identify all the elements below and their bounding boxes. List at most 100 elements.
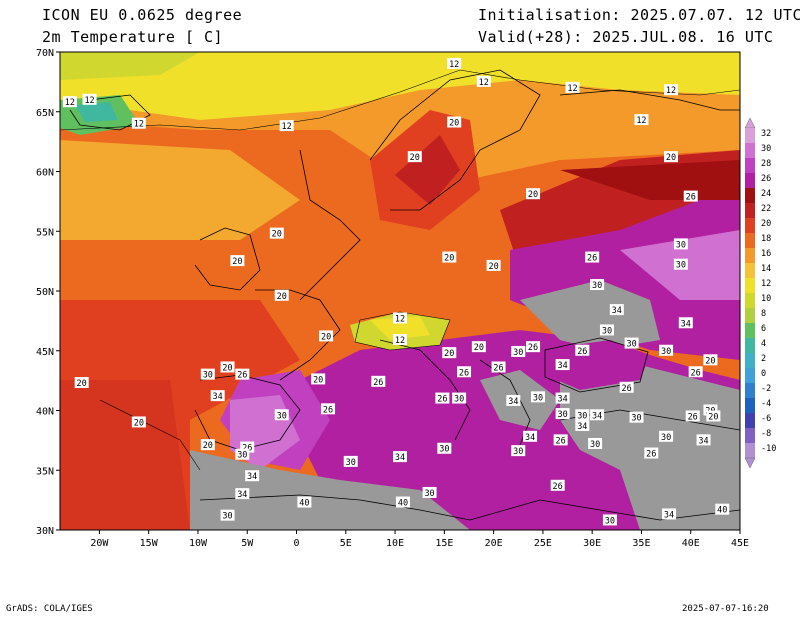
contour-label-bg <box>585 251 600 263</box>
contour-label-bg <box>395 496 410 508</box>
legend-swatch <box>745 428 755 443</box>
contour-label: 30 <box>346 458 356 468</box>
contour-label-bg <box>371 375 386 387</box>
contour-label: 34 <box>681 319 691 329</box>
contour-label-bg <box>274 409 289 421</box>
contour-label: 34 <box>557 361 567 371</box>
contour-label-bg <box>62 96 77 108</box>
contour-label: 34 <box>525 433 535 443</box>
lon-tick-label: 5W <box>241 538 254 549</box>
contour-label-bg <box>683 190 698 202</box>
contour-label: 20 <box>321 332 331 342</box>
legend-label: -10 <box>761 444 776 454</box>
lon-tick-label: 15E <box>435 538 453 549</box>
contour-label: 30 <box>513 348 523 358</box>
contour-label-bg <box>530 391 545 403</box>
lat-tick-label: 65N <box>36 108 54 119</box>
contour-label-bg <box>131 416 146 428</box>
contour-label: 12 <box>65 98 75 108</box>
contour-label-bg <box>279 120 294 132</box>
contour-label: 12 <box>395 314 405 324</box>
lon-tick-label: 45E <box>731 538 749 549</box>
contour-label-bg <box>393 312 407 324</box>
lon-tick-label: 0 <box>294 538 300 549</box>
contour-label: 30 <box>237 451 247 461</box>
contour-label-bg <box>599 324 614 336</box>
contour-label-bg <box>590 279 605 291</box>
legend-swatch <box>745 293 755 308</box>
contour-label: 34 <box>213 392 223 402</box>
contour-label: 40 <box>398 499 408 509</box>
legend-swatch <box>745 173 755 188</box>
legend-label: 6 <box>761 324 766 334</box>
contour-label-bg <box>471 341 486 353</box>
legend-label: 26 <box>761 174 771 184</box>
contour-label: 26 <box>646 450 656 460</box>
generated-timestamp: 2025-07-07-16:20 <box>682 604 769 614</box>
contour-label: 30 <box>631 414 641 424</box>
legend-swatch <box>745 323 755 338</box>
latitude-axis: 30N 35N 40N 45N 50N 55N 60N 65N 70N <box>36 48 60 537</box>
legend-label: -8 <box>761 429 771 439</box>
contour-label-bg <box>526 188 541 200</box>
contour-label: 30 <box>513 447 523 457</box>
contour-label: 30 <box>439 445 449 455</box>
contour-label-bg <box>82 93 97 105</box>
contour-label: 20 <box>488 262 498 272</box>
contour-label-bg <box>664 84 679 96</box>
contour-label: 34 <box>237 490 247 500</box>
contour-label-bg <box>550 479 565 491</box>
contour-label: 26 <box>556 436 566 446</box>
contour-label: 26 <box>493 363 503 373</box>
contour-label: 20 <box>277 292 287 302</box>
contour-label-bg <box>678 317 693 329</box>
contour-label: 26 <box>237 371 247 381</box>
contour-label: 26 <box>437 395 447 405</box>
lat-tick-label: 70N <box>36 48 54 59</box>
contour-label: 26 <box>459 368 469 378</box>
contour-label-bg <box>274 289 289 301</box>
legend-label: -6 <box>761 414 771 424</box>
lon-tick-label: 10E <box>386 538 404 549</box>
contour-label: 20 <box>77 379 87 389</box>
contour-label-bg <box>523 430 538 442</box>
contour-label: 20 <box>444 349 454 359</box>
lon-tick-label: 5E <box>340 538 352 549</box>
longitude-axis: 20W 15W 10W 5W 0 5E 10E 15E 20E 25E 30E 35E 40E 45E <box>90 530 749 549</box>
contour-label-bg <box>555 359 570 371</box>
lon-tick-label: 10W <box>189 538 208 549</box>
legend-label: 2 <box>761 354 766 364</box>
contour-label: 20 <box>410 153 420 163</box>
contour-label: 12 <box>282 122 292 132</box>
init-time: Initialisation: 2025.07.07. 12 UTC <box>478 6 800 24</box>
contour-label-bg <box>435 392 450 404</box>
contour-label-bg <box>506 394 521 406</box>
contour-label-bg <box>200 368 215 380</box>
contour-label-bg <box>343 455 358 467</box>
contour-label-bg <box>575 344 590 356</box>
legend-swatch <box>745 368 755 383</box>
contour-label-bg <box>437 442 452 454</box>
contour-label-bg <box>407 151 422 163</box>
contour-label: 12 <box>84 96 94 106</box>
contour-label-bg <box>659 430 674 442</box>
contour-label-bg <box>235 368 250 380</box>
legend-swatch <box>745 128 755 143</box>
contour-label-bg <box>575 409 590 421</box>
variable-title: 2m Temperature [ C] <box>42 28 224 46</box>
contour-label: 30 <box>661 347 671 357</box>
contour-label-bg <box>230 255 245 267</box>
legend-top-arrow <box>744 117 756 129</box>
contour-label: 12 <box>395 336 405 346</box>
contour-label-bg <box>476 75 491 87</box>
contour-label-bg <box>311 373 326 385</box>
contour-label-bg <box>688 366 703 378</box>
lat-tick-label: 40N <box>36 407 54 418</box>
contour-label: 20 <box>528 190 538 200</box>
contour-label-bg <box>297 496 312 508</box>
contour-label: 26 <box>577 347 587 357</box>
contour-label-bg <box>321 403 336 415</box>
contour-label: 34 <box>664 510 674 520</box>
legend-label: 28 <box>761 159 771 169</box>
